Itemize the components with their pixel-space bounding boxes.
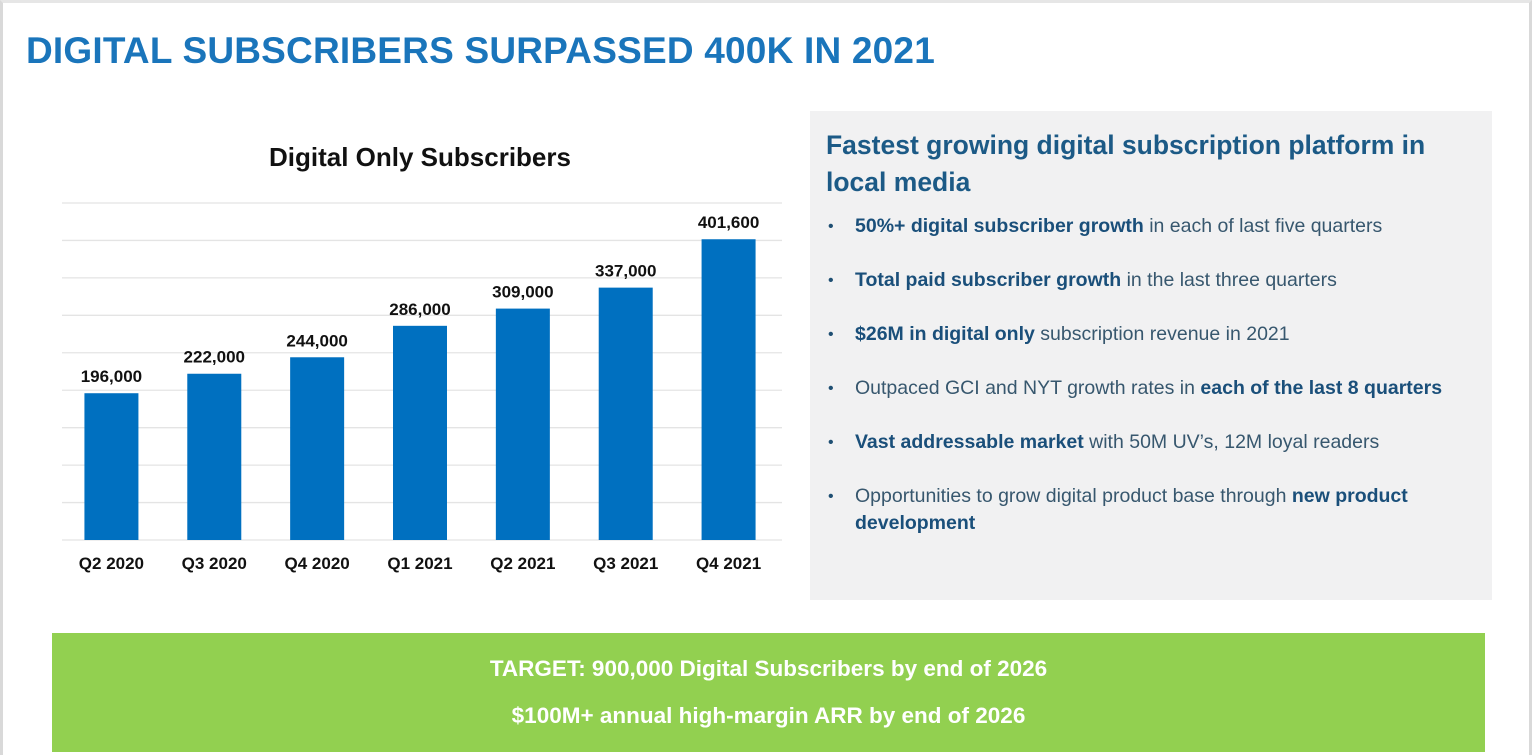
bullet-text: with 50M UV’s, 12M loyal readers (1083, 431, 1380, 453)
x-tick-label: Q4 2020 (285, 554, 350, 573)
list-item: • Outpaced GCI and NYT growth rates in e… (826, 375, 1476, 402)
list-item: • $26M in digital only subscription reve… (826, 321, 1476, 348)
bar-q3-2020 (187, 373, 242, 540)
list-item: • Total paid subscriber growth in the la… (826, 267, 1476, 294)
chart-title: Digital Only Subscribers (269, 142, 571, 172)
data-label: 196,000 (81, 367, 142, 386)
bar-q3-2021 (598, 287, 653, 540)
x-tick-label: Q2 2020 (79, 554, 144, 573)
panel-heading: Fastest growing digital subscription pla… (826, 130, 1426, 197)
x-tick-label: Q1 2021 (387, 554, 452, 573)
bar-q2-2021 (495, 308, 550, 540)
target-banner: TARGET: 900,000 Digital Subscribers by e… (52, 633, 1485, 752)
bar-q4-2020 (290, 357, 345, 540)
x-tick-label: Q3 2020 (182, 554, 247, 573)
chart-x-tick-labels: Q2 2020 Q3 2020 Q4 2020 Q1 2021 Q2 2021 Q3 20… (79, 554, 761, 573)
data-label: 401,600 (698, 213, 759, 232)
data-label: 309,000 (492, 283, 553, 302)
bullet-bold-text: 50%+ digital subscriber growth (855, 215, 1144, 237)
bullet-bold-text: Total paid subscriber growth (855, 269, 1122, 291)
bullet-icon: • (828, 326, 834, 343)
slide-title: DIGITAL SUBSCRIBERS SURPASSED 400K IN 20… (26, 30, 935, 71)
bullet-bold-text: Vast addressable market (855, 431, 1084, 453)
bullet-text: Opportunities to grow digital product ba… (855, 485, 1292, 507)
chart-data-labels: 196,000 222,000 244,000 286,000 309,000 337,0… (81, 213, 760, 386)
bar-q1-2021 (393, 325, 447, 540)
x-tick-label: Q2 2021 (490, 554, 555, 573)
highlights-panel: Fastest growing digital subscription pla… (810, 111, 1492, 600)
bullet-text: Outpaced GCI and NYT growth rates in (855, 377, 1201, 399)
data-label: 286,000 (389, 300, 450, 319)
list-item: • 50%+ digital subscriber growth in each… (826, 213, 1476, 240)
x-tick-label: Q4 2021 (696, 554, 761, 573)
bar-q4-2021 (701, 239, 756, 540)
bullet-icon: • (828, 380, 834, 397)
x-tick-label: Q3 2021 (593, 554, 658, 573)
bar-chart: 196,000 222,000 244,000 286,000 309,000 337,0… (62, 202, 782, 573)
bullet-icon: • (828, 434, 834, 451)
data-label: 244,000 (286, 331, 347, 350)
bullet-icon: • (828, 488, 834, 505)
chart-bars (84, 239, 756, 540)
bullet-bold-text: each of the last 8 quarters (1200, 377, 1443, 399)
bar-q2-2020 (84, 393, 139, 540)
target-subscribers-text: TARGET: 900,000 Digital Subscribers by e… (489, 656, 1048, 681)
bullet-bold-text: $26M in digital only (855, 323, 1035, 345)
list-item: • Opportunities to grow digital product … (826, 483, 1476, 537)
target-arr-text: $100M+ annual high-margin ARR by end of … (511, 703, 1026, 728)
data-label: 222,000 (184, 348, 245, 367)
bullet-text: in the last three quarters (1121, 269, 1337, 291)
list-item: • Vast addressable market with 50M UV’s,… (826, 429, 1476, 456)
bullet-icon: • (828, 218, 834, 235)
bullet-text: in each of last five quarters (1143, 215, 1383, 237)
data-label: 337,000 (595, 262, 656, 281)
highlights-list: • 50%+ digital subscriber growth in each… (826, 213, 1476, 537)
bullet-icon: • (828, 272, 834, 289)
bullet-text: subscription revenue in 2021 (1034, 323, 1290, 345)
bullet-bold-text: new product development (855, 485, 1408, 534)
